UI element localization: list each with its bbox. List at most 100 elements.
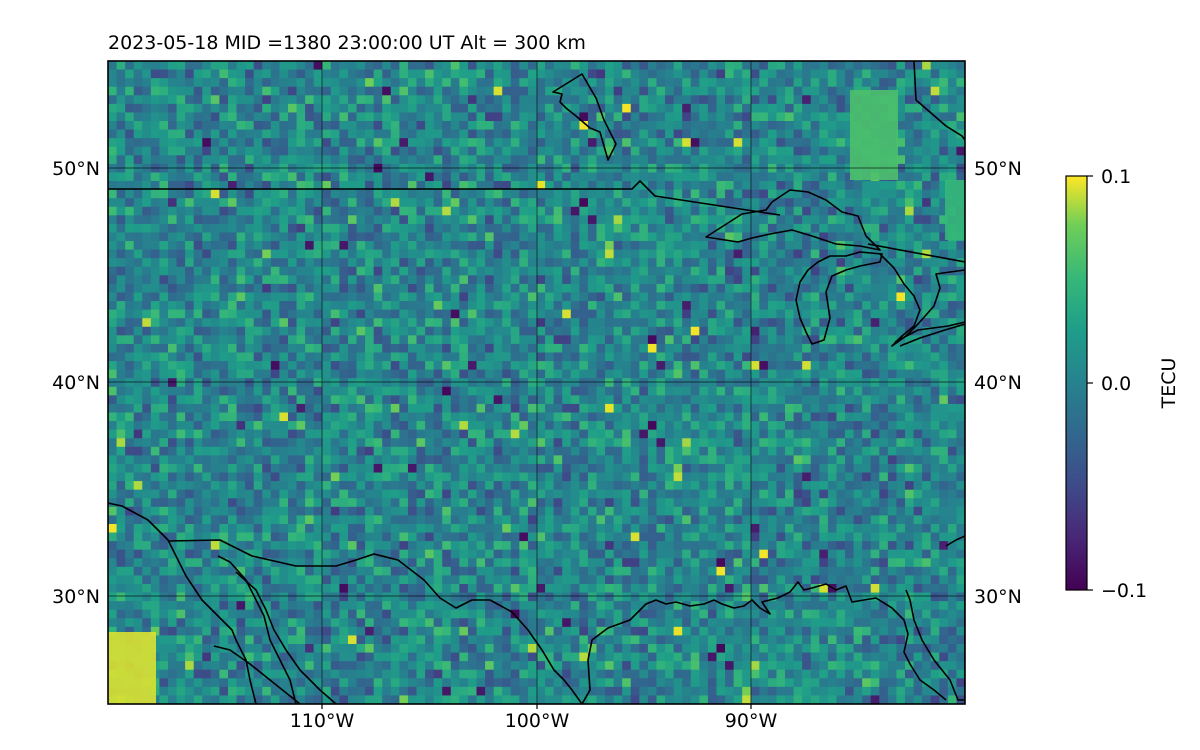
tec-cell (630, 146, 640, 156)
tec-cell (562, 455, 572, 465)
tec-cell (373, 78, 383, 88)
tec-cell (108, 481, 117, 491)
tec-cell (459, 403, 469, 413)
tec-cell (673, 241, 683, 251)
tec-cell (236, 352, 246, 362)
tec-cell (227, 95, 237, 105)
tec-cell (176, 335, 186, 345)
tec-cell (510, 215, 520, 225)
tec-cell (862, 481, 872, 491)
tec-cell (750, 361, 760, 371)
tec-cell (707, 95, 717, 105)
tec-cell (562, 232, 572, 242)
tec-cell (673, 258, 683, 268)
tec-cell (785, 61, 794, 70)
tec-cell (476, 472, 486, 482)
tec-cell (159, 412, 169, 422)
tec-cell (536, 61, 546, 70)
tec-cell (416, 301, 426, 311)
tec-cell (390, 343, 400, 353)
tec-cell (365, 481, 375, 491)
tec-cell (562, 352, 572, 362)
tec-cell (485, 86, 495, 96)
tec-cell (125, 386, 135, 396)
tec-cell (579, 378, 589, 388)
tec-cell (459, 181, 469, 190)
tec-cell (819, 103, 829, 113)
tec-cell (673, 78, 683, 88)
tec-cell (905, 112, 914, 122)
tec-cell (245, 335, 255, 345)
tec-cell (296, 292, 306, 302)
tec-cell (896, 121, 906, 130)
tec-cell (647, 472, 657, 482)
tec-cell (382, 181, 392, 190)
tec-cell (579, 369, 589, 379)
tec-cell (665, 352, 675, 362)
tec-cell (785, 438, 794, 448)
tec-cell (647, 258, 657, 268)
tec-cell (733, 421, 743, 431)
tec-cell (390, 395, 400, 405)
tec-cell (690, 172, 700, 182)
tec-cell (725, 429, 735, 439)
tec-cell (922, 121, 932, 130)
tec-cell (425, 326, 435, 336)
tec-cell (699, 138, 709, 148)
tec-cell (527, 412, 537, 422)
tec-cell (339, 223, 349, 233)
tec-cell (296, 206, 306, 216)
tec-cell (810, 189, 820, 199)
tec-cell (656, 361, 666, 371)
tec-cell (493, 421, 503, 431)
tec-cell (845, 283, 854, 293)
tec-cell (407, 463, 417, 473)
tec-cell (870, 472, 880, 482)
tec-cell (450, 69, 460, 79)
tec-cell (536, 241, 546, 251)
tec-cell (930, 386, 940, 396)
tec-cell (476, 378, 486, 388)
tec-cell (853, 69, 863, 79)
tec-cell (356, 121, 366, 130)
tec-cell (287, 318, 297, 328)
tec-cell (296, 463, 306, 473)
tec-cell (150, 343, 160, 353)
tec-cell (587, 155, 597, 165)
tec-cell (939, 266, 949, 276)
tec-cell (493, 283, 503, 293)
tec-cell (887, 206, 897, 216)
tec-cell (622, 326, 632, 336)
tec-cell (553, 249, 563, 259)
tec-cell (922, 472, 932, 482)
tec-cell (347, 326, 357, 336)
tec-cell (125, 163, 135, 173)
tec-cell (245, 232, 255, 242)
tec-cell (185, 86, 195, 96)
tec-cell (725, 138, 735, 148)
tec-cell (767, 386, 777, 396)
tec-cell (742, 206, 752, 216)
tec-cell (905, 326, 914, 336)
tec-cell (939, 309, 949, 319)
tec-cell (879, 223, 889, 233)
tec-cell (416, 386, 426, 396)
tec-cell (442, 326, 452, 336)
tec-cell (862, 189, 872, 199)
tec-cell (236, 146, 246, 156)
tec-cell (690, 438, 700, 448)
tec-cell (305, 215, 315, 225)
tec-cell (476, 361, 486, 371)
tec-cell (956, 301, 965, 311)
tec-cell (776, 146, 786, 156)
tec-cell (913, 421, 923, 431)
tec-cell (725, 455, 735, 465)
tec-cell (476, 292, 486, 302)
tec-cell (613, 361, 623, 371)
tec-cell (836, 103, 846, 113)
tec-cell (699, 155, 709, 165)
tec-cell (185, 266, 195, 276)
tec-cell (399, 215, 409, 225)
tec-cell (510, 326, 520, 336)
tec-cell (236, 138, 246, 148)
